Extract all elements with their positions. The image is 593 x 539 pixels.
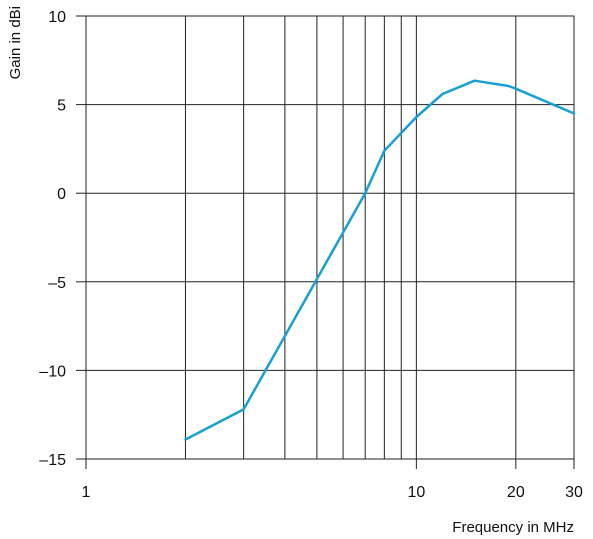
gain-series-line [184, 79, 576, 441]
y-tick-label: 0 [57, 186, 66, 203]
plot-frame [85, 15, 575, 460]
x-axis-title: Frequency in MHz [452, 519, 574, 536]
x-tick-labels: 1 10 20 30 [82, 459, 583, 501]
grid [85, 15, 575, 460]
y-tick-label: –15 [39, 452, 66, 469]
y-axis-title: Gain in dBi [7, 6, 24, 79]
x-tick-label: 10 [407, 484, 425, 501]
series-group [184, 79, 576, 441]
y-tick-label: –10 [39, 363, 66, 380]
x-tick-label: 20 [507, 484, 525, 501]
y-tick-label: 10 [48, 9, 66, 26]
x-tick-label: 1 [82, 484, 91, 501]
y-tick-label: 5 [57, 98, 66, 115]
y-tick-labels: 10 5 0 –5 –10 –15 [39, 9, 86, 469]
x-tick-label: 30 [565, 484, 583, 501]
y-tick-label: –5 [48, 275, 66, 292]
